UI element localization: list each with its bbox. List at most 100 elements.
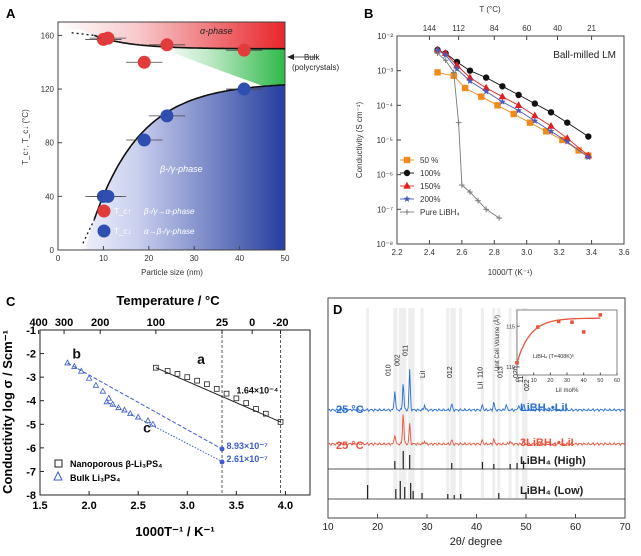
panel-d-shade-band (515, 308, 519, 498)
inset-point (570, 320, 574, 324)
panel-c-xtick-label: 1.5 (32, 500, 47, 512)
panel-b-xtick-label: 2.6 (456, 248, 468, 257)
panel-d-peak-label: 010 (385, 364, 392, 376)
tc-down-fit-curve (93, 84, 286, 220)
panel-c-point (174, 371, 181, 377)
panel-b-top-tick-label: 84 (490, 24, 499, 33)
panel-c-point (263, 410, 269, 417)
panel-a-ytick-label: 40 (45, 192, 54, 201)
panel-d-xtick-label: 60 (570, 522, 582, 533)
panel-a-ytick-label: 0 (50, 246, 55, 255)
tc-up-extrapolation (71, 32, 95, 37)
panel-a-xtick-label: 40 (235, 254, 244, 263)
panel-c-point (109, 400, 116, 407)
panel-c-point-893 (219, 446, 225, 452)
inset-point (556, 319, 561, 324)
inset-xtick-label: 0 (515, 378, 518, 384)
alpha-phase-label: α-phase (200, 26, 233, 36)
inset-point (581, 330, 586, 334)
panel-d-shade-band (452, 308, 456, 498)
inset-xtick-label: 20 (547, 378, 553, 384)
panel-b-point (434, 50, 441, 57)
panel-b-ticks: 2.2 2.4 2.6 2.8 3.0 3.2 3.4 3.6 10⁻⁸ 10⁻⁷ 10⁻⁶ 10⁻⁵… (376, 24, 630, 257)
panel-b-point (434, 69, 441, 76)
panel-c-annotations: a b c 1.64×10⁻⁴ 8.93×10⁻⁷ 2.61×10⁻⁷ (72, 345, 278, 464)
panel-b-xtick-label: 3.4 (586, 248, 598, 257)
panel-c-point (223, 390, 230, 397)
panel-b-xtick-label: 2.8 (489, 248, 501, 257)
panel-b-ytick-label: 10⁻⁸ (377, 240, 394, 249)
panel-b-point (466, 77, 474, 85)
panel-c-xtick-label: 2.5 (131, 500, 146, 512)
series-blue-temp: 25 °C (336, 404, 364, 416)
panel-c-point (77, 367, 85, 374)
panel-b-point (478, 93, 485, 100)
panel-b-point (564, 119, 571, 126)
panel-c-point (184, 374, 191, 380)
inset-frame (516, 309, 618, 376)
panel-d-shade-band (420, 308, 424, 498)
panel-c-point (103, 398, 111, 405)
panel-c-xtick-label: 3.5 (229, 500, 244, 512)
panel-b-point (584, 153, 592, 161)
panel-c-point (277, 419, 284, 425)
panel-c-frame (39, 329, 311, 496)
inset-xtick-label: 60 (614, 378, 620, 384)
panel-c-top-tick-label: 400 (29, 317, 47, 329)
panel-a-xlabel: Particle size (nm) (141, 268, 203, 277)
panel-c-point (99, 387, 107, 394)
panel-b-point (494, 102, 501, 109)
panel-c-point (243, 400, 249, 406)
tc-down-point (160, 109, 174, 123)
panel-b-xtick-label: 3.2 (554, 248, 566, 257)
panel-d-peak-label: LiI (420, 371, 427, 378)
panel-d-patterns (327, 369, 626, 500)
panel-b-point (442, 57, 449, 64)
series-high-name: LiBH₄ (High) (520, 455, 586, 467)
panel-b-legend-label: 150% (420, 182, 440, 191)
panel-c-point (204, 381, 210, 388)
panel-b-letter: B (364, 6, 373, 21)
inset-ytick-label: 110 (506, 365, 515, 371)
panel-d-xtick-label: 40 (471, 522, 483, 533)
inset-xtick-label: 10 (531, 378, 537, 384)
panel-b-point (450, 69, 457, 76)
panel-b-point (510, 110, 517, 118)
panel-b-point (498, 98, 506, 105)
panel-b-legend-marker (403, 195, 411, 202)
tc-up-point (137, 55, 151, 69)
panel-c-point (153, 364, 159, 371)
panel-a-frame (57, 21, 286, 251)
panel-d-shade-band (366, 308, 370, 498)
panel-d-shade-band (508, 308, 512, 498)
bulk-label: Bulk (304, 53, 321, 62)
panel-b-ytick-label: 10⁻⁷ (377, 205, 393, 214)
panel-b-point (563, 138, 571, 145)
panel-c-ytick-label: -7 (26, 466, 36, 478)
panel-c-ytick-label: -6 (26, 443, 36, 455)
panel-d-shade-band (446, 308, 450, 498)
panel-b-point (459, 182, 465, 188)
panel-b-ytick-label: 10⁻³ (377, 67, 393, 76)
panel-b: B T (°C) Ball-milled LM 2.2 2.4 2.6 2.8 3.0 3… (355, 5, 630, 277)
panel-b-point (547, 109, 555, 116)
panel-d-shade-band (450, 308, 454, 498)
panel-b-legend-label: 100% (420, 169, 440, 178)
panel-c-point (134, 413, 142, 420)
panel-b-point (547, 127, 555, 135)
panel-b-xlabel: 1000/T (K⁻¹) (488, 268, 533, 277)
panel-c-point (85, 374, 93, 381)
inset-ylabel: Unit Cell Volume (Å³) (494, 315, 501, 371)
panel-d-shade-band (522, 308, 526, 498)
panel-c-fit-b (67, 362, 223, 450)
panel-d-xtick-label: 30 (421, 522, 433, 533)
inset-xtick-label: 30 (564, 378, 570, 384)
panel-c-xlabel: 1000T⁻¹ / K⁻¹ (135, 524, 214, 539)
panel-c-top-tick-label: 0 (249, 317, 255, 329)
inset-note: LiBH₄ (T=408K)⁶ (533, 353, 574, 360)
panel-c-point (64, 359, 71, 366)
panel-c-reference-lines (221, 330, 281, 495)
panel-b-top-tick-label: 21 (587, 24, 596, 33)
